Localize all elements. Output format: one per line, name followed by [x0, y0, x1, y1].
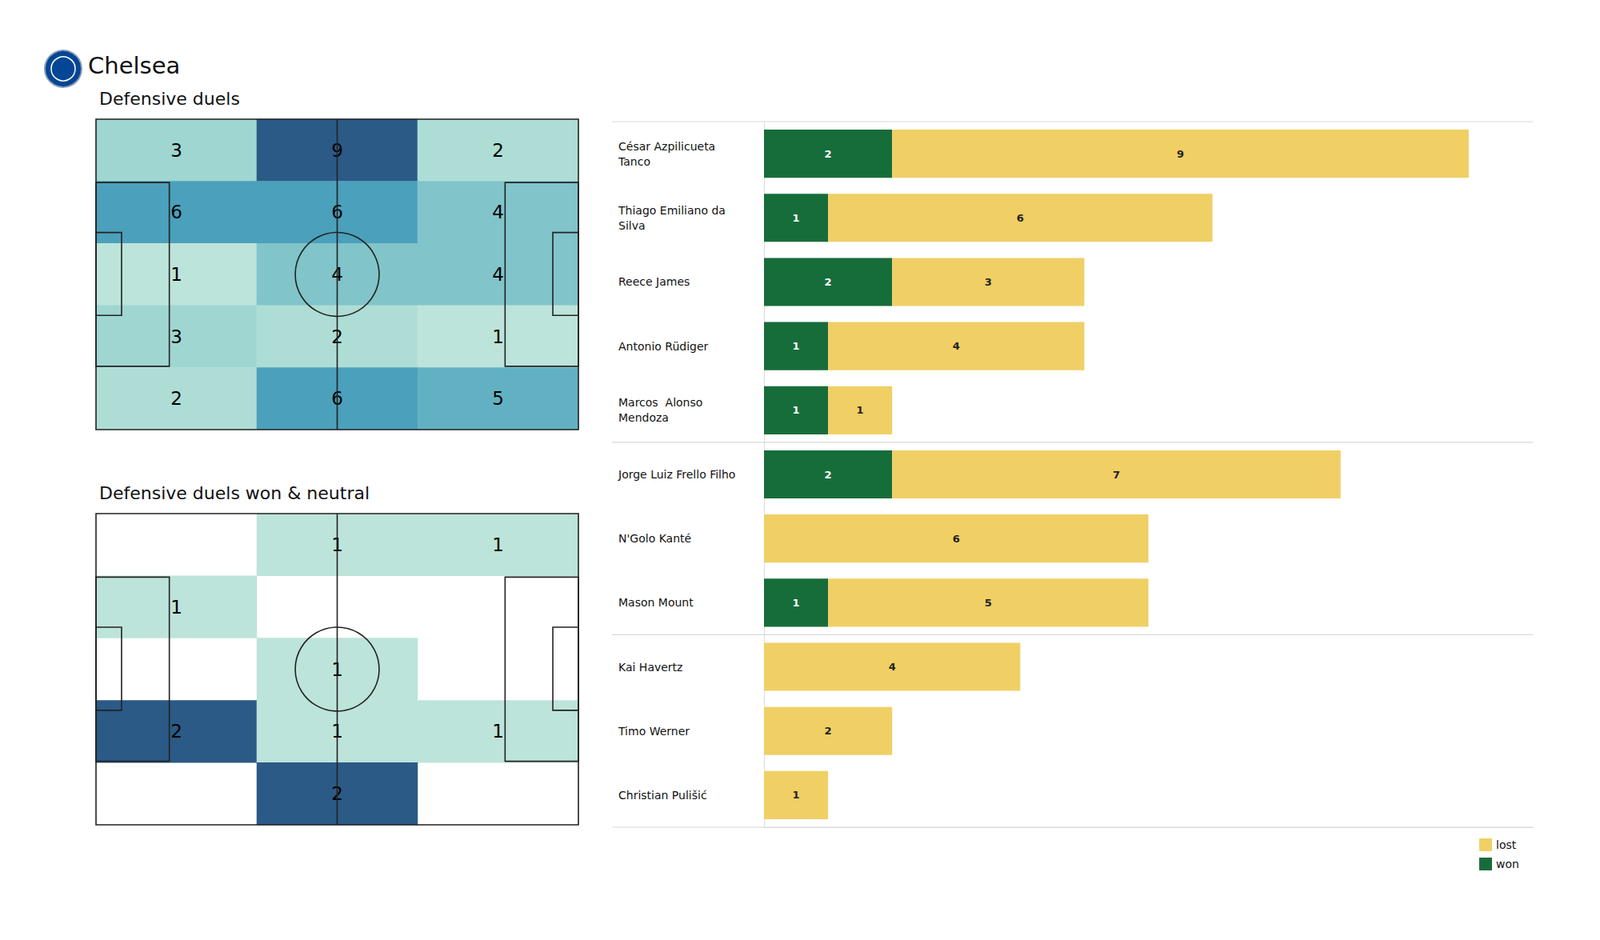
svg-text:Silva: Silva [618, 219, 646, 232]
svg-text:4: 4 [492, 201, 504, 223]
svg-text:1: 1 [331, 658, 344, 680]
svg-text:Marcos Alonso: Marcos Alonso [618, 396, 707, 409]
svg-text:1: 1 [492, 534, 504, 556]
svg-text:1: 1 [331, 534, 344, 556]
svg-text:1: 1 [170, 264, 183, 285]
svg-text:6: 6 [1016, 212, 1024, 224]
svg-text:9: 9 [331, 139, 344, 161]
svg-text:9: 9 [1176, 148, 1184, 160]
svg-text:1: 1 [492, 720, 504, 742]
svg-text:won: won [1496, 857, 1520, 871]
svg-text:7: 7 [1112, 468, 1120, 481]
svg-text:6: 6 [170, 201, 183, 223]
svg-text:6: 6 [331, 388, 344, 409]
svg-text:Reece James: Reece James [618, 275, 690, 288]
svg-text:6: 6 [952, 532, 960, 545]
svg-text:4: 4 [888, 660, 896, 673]
svg-text:Tanco: Tanco [617, 155, 651, 168]
svg-text:Timo Werner: Timo Werner [617, 724, 690, 738]
svg-text:1: 1 [792, 340, 800, 352]
svg-text:2: 2 [824, 148, 832, 160]
svg-text:Christian Pulišić: Christian Pulišić [618, 788, 708, 802]
svg-text:Defensive duels: Defensive duels [99, 88, 240, 109]
svg-text:1: 1 [856, 404, 864, 416]
svg-text:3: 3 [170, 140, 183, 161]
svg-text:2: 2 [170, 720, 183, 742]
svg-text:1: 1 [792, 212, 800, 224]
svg-text:3: 3 [984, 276, 992, 288]
svg-text:2: 2 [331, 783, 344, 805]
svg-text:3: 3 [170, 326, 183, 348]
svg-text:1: 1 [792, 596, 800, 609]
svg-text:Defensive duels won & neutral: Defensive duels won & neutral [99, 483, 370, 504]
svg-text:Thiago Emiliano da: Thiago Emiliano da [617, 204, 729, 217]
svg-text:1: 1 [492, 326, 504, 348]
svg-text:Chelsea: Chelsea [88, 52, 180, 80]
svg-text:2: 2 [824, 724, 832, 737]
svg-text:1: 1 [170, 596, 183, 618]
svg-text:2: 2 [492, 140, 504, 161]
svg-text:4: 4 [492, 264, 504, 285]
svg-text:1: 1 [792, 404, 800, 416]
svg-text:Mendoza: Mendoza [618, 411, 669, 424]
svg-text:2: 2 [170, 388, 183, 409]
svg-text:4: 4 [952, 340, 960, 352]
svg-text:Kai Havertz: Kai Havertz [618, 660, 683, 674]
svg-text:1: 1 [792, 788, 800, 801]
svg-text:lost: lost [1496, 838, 1517, 852]
svg-text:2: 2 [824, 276, 832, 288]
svg-text:2: 2 [331, 326, 344, 347]
svg-text:5: 5 [984, 596, 992, 609]
svg-text:4: 4 [331, 264, 344, 285]
svg-text:1: 1 [331, 721, 344, 742]
svg-text:2: 2 [824, 468, 832, 481]
svg-text:N'Golo Kanté: N'Golo Kanté [618, 532, 692, 545]
svg-text:Mason Mount: Mason Mount [618, 596, 694, 609]
svg-text:Jorge Luiz Frello Filho: Jorge Luiz Frello Filho [617, 468, 736, 481]
svg-text:César Azpilicueta: César Azpilicueta [618, 140, 720, 153]
svg-text:6: 6 [331, 201, 344, 223]
svg-text:Antonio Rüdiger: Antonio Rüdiger [618, 340, 709, 353]
svg-text:5: 5 [492, 388, 504, 409]
